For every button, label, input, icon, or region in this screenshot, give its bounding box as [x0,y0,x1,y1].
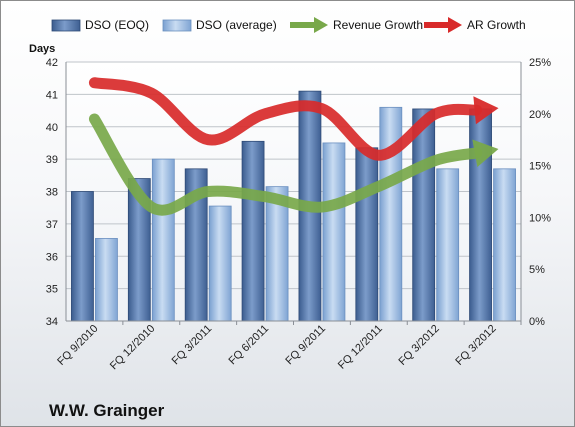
lines-group [88,77,499,216]
bars-group [71,90,516,322]
x-tick-label: FQ 3/2012 [453,323,498,368]
bar-dso-average [208,205,232,322]
y-tick-label: 40 [46,122,58,134]
y2-tick-label: 25% [529,57,551,69]
legend-revenue-growth-arrowhead [314,17,328,33]
x-tick-label: FQ 6/2011 [227,323,272,368]
bar-dso-average [493,168,516,322]
y2-tick-label: 20% [529,109,551,121]
x-tick-label: FQ 3/2011 [170,323,215,368]
y-tick-label: 42 [46,57,58,69]
line-ar-growth [88,77,483,161]
x-tick-label: FQ 12/2010 [108,323,158,373]
y2-tick-label: 5% [529,264,545,276]
y2-tick-label: 0% [529,316,545,328]
legend-revenue-growth-label: Revenue Growth [333,18,423,32]
legend-ar-growth-label: AR Growth [467,18,526,32]
y2-tick-label: 10% [529,212,551,224]
line-revenue-growth [88,113,483,216]
legend-dso-eoq-label: DSO (EOQ) [85,18,149,32]
bar-dso-average [95,238,118,322]
legend: DSO (EOQ) DSO (average) Revenue Growth AR G… [51,17,526,33]
y-tick-label: 39 [46,154,58,166]
bar-dso-eoq [355,147,379,322]
y-tick-label: 36 [46,251,58,263]
x-tick-label: FQ 12/2011 [336,323,385,372]
bar-dso-eoq [412,108,436,322]
y-tick-label: 38 [46,187,58,199]
y2-tick-label: 15% [529,161,551,173]
y-tick-label: 37 [46,219,58,231]
bar-dso-average [151,158,175,322]
bar-dso-eoq [71,191,94,322]
arrowhead-revenue-growth [472,139,499,168]
legend-dso-eoq-swatch [51,19,81,32]
legend-dso-average-swatch [162,19,192,32]
x-tick-label: FQ 9/2010 [55,323,100,368]
y-tick-label: 34 [46,316,58,328]
legend-ar-growth-arrowhead [448,17,462,33]
bar-dso-eoq [241,140,265,322]
x-tick-label: FQ 3/2012 [397,323,442,368]
x-tick-label: FQ 9/2011 [283,323,328,368]
y-tick-label: 41 [46,89,58,101]
chart-title: W.W. Grainger [49,401,165,420]
arrowhead-ar-growth [473,96,499,125]
y-axis-title: Days [29,43,55,55]
legend-dso-average-label: DSO (average) [196,18,277,32]
bar-dso-average [322,142,346,322]
bar-dso-average [436,168,460,322]
y-tick-label: 35 [46,284,58,296]
